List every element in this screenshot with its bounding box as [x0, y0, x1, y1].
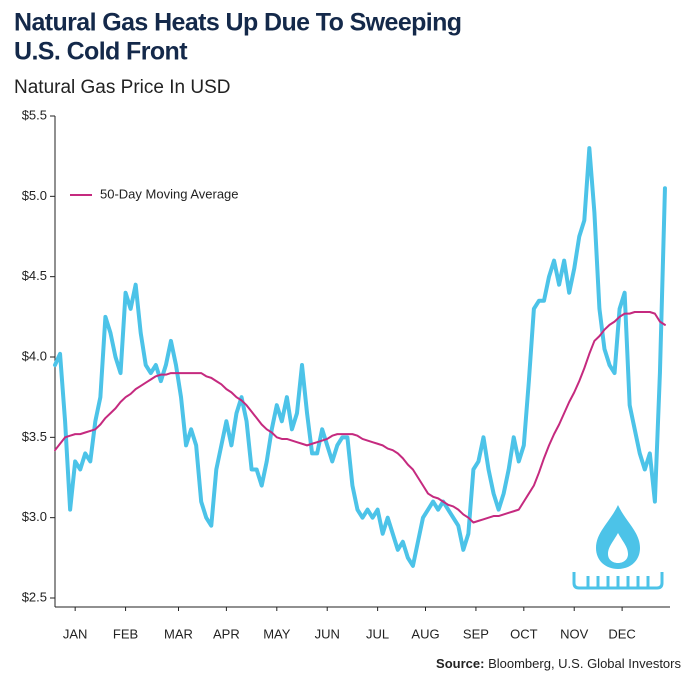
source: Source: Bloomberg, U.S. Global Investors: [436, 656, 681, 671]
plot-area: $2.5 $3.0 $3.5 $4.0 $4.5 $5.0 $5.5 JAN FEB MAR APR…: [22, 107, 670, 641]
y-tick-label: $2.5: [22, 589, 47, 604]
x-tick-label: NOV: [560, 626, 589, 641]
chart-title: U.S. Cold Front: [14, 38, 188, 66]
y-tick-label: $3.5: [22, 429, 47, 444]
x-tick-label: SEP: [463, 626, 489, 641]
y-tick-label: $5.5: [22, 107, 47, 122]
x-tick-label: DEC: [608, 626, 635, 641]
y-tick-label: $4.5: [22, 268, 47, 283]
source-text: Bloomberg, U.S. Global Investors: [488, 656, 681, 671]
price-line: [54, 311, 666, 524]
x-tick-label: OCT: [510, 626, 538, 641]
x-tick-label: APR: [213, 626, 240, 641]
chart-subtitle: Natural Gas Price In USD: [14, 77, 230, 98]
gas-icon: [572, 505, 664, 590]
legend-label: 50-Day Moving Average: [100, 186, 239, 201]
x-tick-label: JUN: [315, 626, 340, 641]
x-tick-label: FEB: [113, 626, 138, 641]
price-line: [53, 146, 667, 568]
x-tick-label: JAN: [63, 626, 88, 641]
x-tick-label: AUG: [411, 626, 439, 641]
y-tick-label: $5.0: [22, 188, 47, 203]
source-label: Source:: [436, 656, 484, 671]
x-tick-label: MAY: [263, 626, 291, 641]
x-tick-label: MAR: [164, 626, 193, 641]
y-tick-label: $3.0: [22, 509, 47, 524]
y-tick-label: $4.0: [22, 348, 47, 363]
x-tick-label: JUL: [366, 626, 389, 641]
chart-title: Natural Gas Heats Up Due To Sweeping: [14, 9, 461, 37]
